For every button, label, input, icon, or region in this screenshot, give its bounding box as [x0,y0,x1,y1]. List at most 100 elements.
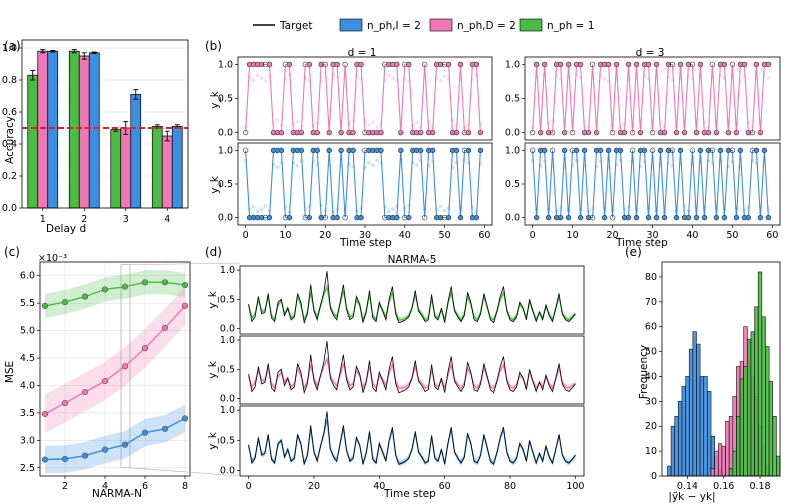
panel-d-title: NARMA-5 [388,254,437,266]
legend: Target n_ph,I = 2 n_ph,D = 2 n_ph = 1 [253,18,594,32]
panel-e-histogram-bar [754,306,759,477]
panel-e-xtick-label: 0.18 [749,481,770,492]
panel-b-d1-bottom-xtick-label: 60 [478,230,490,241]
panel-e-histogram-bar [725,420,730,477]
panel-e-ytick-label: 50 [645,347,657,358]
panel-b-d3-bottom-target-point [561,147,568,154]
panel-b-d3-bottom-target-point [765,214,772,221]
panel-b-d3-top-target-point [625,61,632,68]
panel-b-d1-bottom-target-point [429,147,436,154]
panel-a-bar [27,74,39,209]
panel-c-xlabel: NARMA-N [92,488,142,500]
panel-b-d1-top-prediction-point [295,119,300,124]
panel-b-d1-bottom-prediction-point [255,209,260,214]
panel-b-d3-bottom-target-point [557,214,564,221]
panel-b-d3-bottom-target-point [641,147,648,154]
panel-c-ytick-label: 5.5 [20,298,35,309]
panel-b-d3-top-target-point [713,129,720,136]
panel-b-d1-bottom-target-point [338,147,344,154]
panel-d-xtick-label: 60 [439,481,451,492]
panel-b-d3-top-target-point [697,61,704,68]
panel-c-mse-chart: ×10⁻³ NARMA-N MSE 2.5 3.0 3.5 4.0 4.5 5.0 5.5 6… [4,253,191,500]
panel-b-d3-bottom-ytick-label: 1.0 [505,145,520,156]
panel-c-point [101,377,109,385]
legend-green-label: n_ph = 1 [547,20,594,32]
panel-c-point [81,452,89,459]
panel-label-e: (e) [625,245,642,259]
panel-b-d3-bottom-target-point [585,214,592,221]
panel-b-d3-bottom-xtick-label: 50 [726,230,738,241]
panel-b-d3-top-target-point [621,129,628,136]
panel-b-d1-bottom-line [245,149,481,219]
panel-a-xtick-label: 3 [123,214,129,225]
panel-a-bar [37,50,49,209]
panel-b-d3-bottom-target-point [625,214,632,221]
panel-e-histogram-bar [765,346,770,477]
panel-d-target-line [248,411,576,466]
panel-b-d3-bottom-target-point [685,214,692,221]
panel-b-d1-bottom-target-point [378,147,384,154]
panel-b-d1-bottom-xtick-label: 20 [319,230,331,241]
panel-b-d3-top-target-point [709,61,716,68]
panel-b-d1-bottom-target-point [334,214,340,221]
panel-b-d3-bottom-target-point [645,214,652,221]
panel-b-d3-top-target-point [633,61,640,68]
panel-a-ytick-label: 1.0 [2,43,17,54]
panel-b-d3-bottom-target-point [609,214,616,221]
panel-b-d1-top-target-point [334,61,340,68]
legend-green: n_ph = 1 [519,18,594,32]
panel-b-d1-top-prediction-point [391,76,395,80]
panel-b-d3-top-ytick-label: 0.0 [505,128,520,139]
panel-b-d1-top-prediction-point [251,78,256,82]
panel-c-xtick-label: 2 [62,481,68,492]
panel-e-ytick-label: 10 [645,446,657,457]
panel-b-d1-bottom-target-point [242,147,249,154]
panel-b-d3-top-target-point [541,61,548,68]
panel-b-ylabel-top: y_k [209,90,221,108]
panel-b-d1-top-prediction-point [367,123,371,127]
panel-c-point [41,410,49,418]
panel-a-xtick-label: 2 [81,214,87,225]
panel-b-d1-top-target-point [326,129,332,136]
panel-b-d1-top-target-point [398,129,404,136]
panel-c-point [41,456,49,463]
panel-c-scale: ×10⁻³ [38,253,67,264]
panel-c-point [161,324,169,331]
panel-b-d1-bottom-target-point [398,147,404,154]
panel-c-ytick-label: 3.0 [20,435,35,446]
panel-e-histogram-bar [670,425,676,477]
panel-b-d1-bottom-target-point [306,214,312,221]
panel-d-ytick-label: 1.0 [220,405,235,416]
panel-e-histogram-bar [674,415,679,477]
panel-c-point [81,388,89,396]
panel-b-d1-bottom-ytick-label: 0.5 [218,179,233,190]
panel-b-d3-bottom-target-point [657,147,664,154]
legend-pink: n_ph,D = 2 [429,18,516,32]
panel-label-a: (a) [4,39,21,53]
panel-b-d1-bottom-target-point [322,214,328,221]
panel-b-d3-top-target-point [645,61,652,68]
panel-b-d1-top-target-point [242,129,249,136]
panel-b-d1-top-prediction-point [255,73,260,78]
panel-e-axes [661,261,781,477]
panel-b-d3-bottom-target-point [677,147,684,154]
panel-e-histogram-bar [710,468,715,477]
panel-b-d3-bottom-xtick-label: 30 [646,230,658,241]
panel-b-d3-top-target-point [741,61,748,68]
panel-b-d1-bottom-prediction-point [275,165,280,169]
panel-b-d3-top-target-point [585,129,592,136]
panel-c-ytick-label: 4.5 [20,353,35,364]
panel-b-d3-top-prediction-point [602,76,607,81]
panel-e-histogram-bar [699,376,705,477]
panel-b-d1-top-target-point [342,61,348,68]
panel-b-d1-bottom-prediction-point [387,209,391,214]
panel-e-ytick-label: 80 [645,272,657,283]
panel-label-d: (d) [205,245,222,259]
panel-d-prediction-line [247,284,576,323]
zoom-connector [129,262,241,477]
panel-b-d3-bottom-target-point [697,147,704,154]
panel-d-ytick-label: 1.0 [220,335,235,346]
panel-b-d1-top-target-point [298,129,305,136]
panel-a-ytick-label: 0.4 [2,139,17,150]
panel-b-d3-top-target-point [545,129,552,136]
